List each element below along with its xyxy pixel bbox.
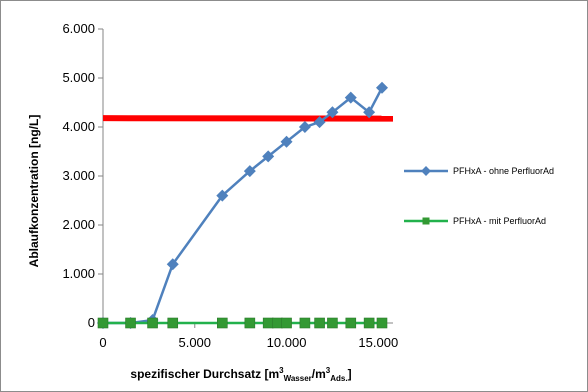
legend-label-mit: PFHxA - mit PerfluorAd	[453, 216, 546, 226]
data-point-square	[272, 317, 283, 329]
data-point-diamond	[375, 81, 388, 94]
data-point-square	[125, 317, 136, 329]
x-tick-group: 0 5.000 10.000 15.000	[99, 323, 398, 350]
data-point-square	[217, 317, 228, 329]
y-axis-label: Ablaufkonzentration [ng/L]	[27, 115, 41, 268]
y-tick-label: 4.000	[62, 119, 95, 134]
y-tick-label: 1.000	[62, 266, 95, 281]
data-point-square	[281, 317, 292, 329]
data-point-diamond	[216, 189, 229, 202]
x-axis-label-prefix: spezifischer Durchsatz [m	[130, 367, 279, 381]
data-point-diamond	[243, 165, 256, 178]
x-tick-label: 5.000	[178, 335, 211, 350]
y-tick-label: 5.000	[62, 70, 95, 85]
data-point-diamond	[313, 116, 326, 129]
data-point-square	[363, 317, 375, 329]
x-axis-label: spezifischer Durchsatz [m3Wasser/m3Ads.]	[130, 366, 351, 383]
legend-item-ohne: PFHxA - ohne PerfluorAd	[404, 166, 554, 176]
legend-marker-ohne	[421, 166, 431, 176]
data-point-square	[314, 317, 325, 329]
legend-label-ohne: PFHxA - ohne PerfluorAd	[453, 166, 554, 176]
x-axis-label-sub2: Ads.	[330, 374, 347, 383]
data-point-square	[327, 317, 338, 329]
x-tick-label: 10.000	[267, 335, 307, 350]
x-axis-label-suffix: ]	[348, 367, 352, 381]
y-tick-label: 0	[88, 315, 95, 330]
data-point-square	[244, 317, 256, 329]
data-point-diamond	[280, 135, 293, 148]
data-point-diamond	[344, 91, 357, 104]
y-tick-label: 3.000	[62, 168, 95, 183]
x-axis-label-sup2: 3	[326, 366, 331, 375]
y-tick-label: 2.000	[62, 217, 95, 232]
data-point-square	[97, 317, 109, 329]
y-tick-label: 6.000	[62, 21, 95, 36]
series-line-0	[103, 87, 384, 325]
x-tick-label: 0	[99, 335, 106, 350]
x-axis-label-mid: /m	[312, 367, 326, 381]
data-point-square	[299, 317, 311, 329]
data-point-square	[167, 317, 179, 329]
data-point-square	[345, 317, 357, 329]
data-point-square	[262, 317, 274, 329]
y-tick-group: 0 1.000 2.000 3.000 4.000 5.000 6.000	[62, 21, 103, 330]
data-point-diamond	[326, 106, 339, 119]
legend-marker-mit	[422, 217, 430, 225]
data-point-diamond	[298, 121, 311, 133]
data-point-square	[376, 317, 388, 329]
data-point-square	[147, 317, 158, 329]
x-axis-label-sub1: Wasser	[284, 374, 312, 383]
data-point-diamond	[363, 106, 376, 119]
x-axis-label-sup1: 3	[279, 366, 284, 375]
x-tick-label: 15.000	[358, 335, 398, 350]
legend: PFHxA - ohne PerfluorAd PFHxA - mit Perf…	[404, 166, 554, 226]
legend-item-mit: PFHxA - mit PerfluorAd	[404, 216, 546, 226]
series-layer	[97, 81, 388, 329]
data-point-diamond	[166, 258, 179, 271]
data-point-diamond	[262, 150, 275, 163]
